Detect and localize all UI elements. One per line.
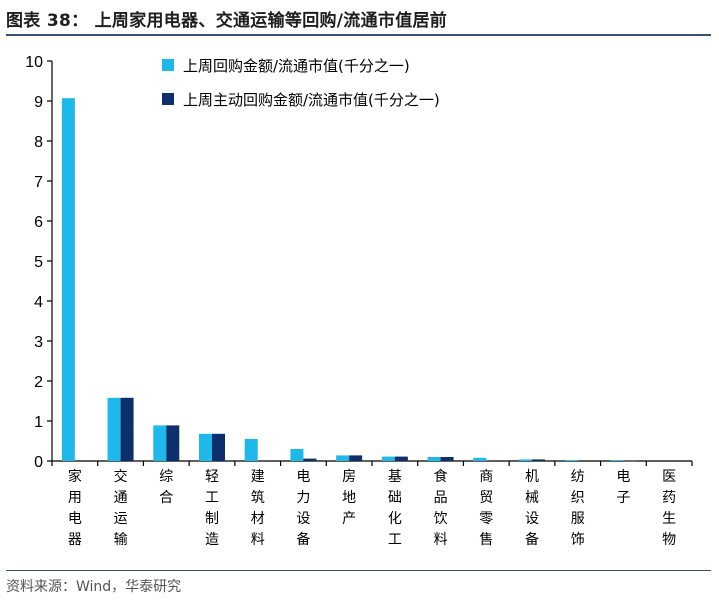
legend-swatch-1 (162, 59, 174, 71)
x-tick-label: 电力设备 (296, 469, 310, 548)
y-tick-label: 0 (34, 454, 43, 471)
y-tick-label: 7 (34, 174, 43, 191)
bar-series-1 (427, 457, 441, 461)
x-tick-label: 建筑材料 (251, 469, 265, 548)
axes: 0 1 2 3 4 5 6 7 8 9 10 家用电器 交通运输 综合 轻工制造 建筑材料 电力设备 房地产 基础化… (25, 54, 693, 548)
footer-divider (6, 570, 711, 571)
bar-series-1 (473, 457, 487, 461)
y-tick-label: 6 (34, 214, 43, 231)
legend-label-2: 上周主动回购金额/流通市值(千分之一) (183, 91, 440, 109)
x-tick-label: 综合 (159, 469, 173, 506)
x-tick-label: 电子 (616, 469, 630, 506)
y-tick-label: 2 (34, 374, 43, 391)
y-tick-label: 4 (34, 294, 43, 311)
bar-series-1 (61, 98, 75, 461)
bar-series-2 (440, 457, 454, 461)
bar-series-1 (336, 455, 350, 461)
y-tick-label: 8 (34, 134, 43, 151)
x-tick-label: 轻工制造 (205, 469, 219, 548)
bar-series-2 (532, 459, 545, 461)
legend: 上周回购金额/流通市值(千分之一) 上周主动回购金额/流通市值(千分之一) (162, 57, 440, 109)
bar-series-1 (564, 460, 578, 461)
y-tick-label: 5 (34, 254, 43, 271)
x-tick-label: 商贸零售 (479, 469, 493, 548)
bar-series-2 (623, 460, 637, 462)
x-tick-label: 食品饮料 (434, 468, 448, 548)
x-tick-label: 交通运输 (114, 468, 128, 548)
bar-series-2 (394, 456, 408, 461)
bar-series-1 (153, 425, 167, 461)
source-note: 资料来源：Wind，华泰研究 (6, 579, 182, 595)
bar-series-1 (244, 439, 258, 461)
bars (61, 98, 637, 462)
y-tick-label: 3 (34, 334, 43, 351)
title-divider (6, 34, 711, 36)
bar-series-2 (120, 397, 134, 461)
bar-series-2 (212, 433, 225, 461)
y-tick-label: 10 (25, 54, 43, 71)
bar-series-1 (199, 433, 212, 461)
legend-label-1: 上周回购金额/流通市值(千分之一) (183, 57, 410, 75)
legend-swatch-2 (162, 93, 174, 105)
bar-series-2 (349, 455, 363, 461)
bar-chart: 0 1 2 3 4 5 6 7 8 9 10 家用电器 交通运输 综合 轻工制造 建筑材料 电力设备 房地产 基础化… (25, 54, 693, 548)
x-tick-label: 纺织服饰 (571, 469, 585, 548)
bar-series-1 (290, 449, 304, 461)
x-tick-label: 医药生物 (662, 469, 676, 548)
bar-series-1 (519, 459, 532, 461)
x-tick-label: 家用电器 (68, 468, 82, 548)
bar-series-1 (107, 397, 121, 461)
bar-series-1 (381, 456, 395, 461)
y-tick-label: 9 (34, 94, 43, 111)
x-tick-label: 房地产 (342, 469, 356, 527)
bar-series-2 (166, 425, 180, 461)
bar-series-1 (610, 460, 624, 461)
x-tick-label: 机械设备 (525, 469, 539, 548)
x-tick-label: 基础化工 (388, 468, 402, 548)
y-tick-label: 1 (34, 414, 43, 431)
bar-series-2 (303, 458, 317, 461)
chart-title: 图表 38： 上周家用电器、交通运输等回购/流通市值居前 (6, 11, 448, 31)
